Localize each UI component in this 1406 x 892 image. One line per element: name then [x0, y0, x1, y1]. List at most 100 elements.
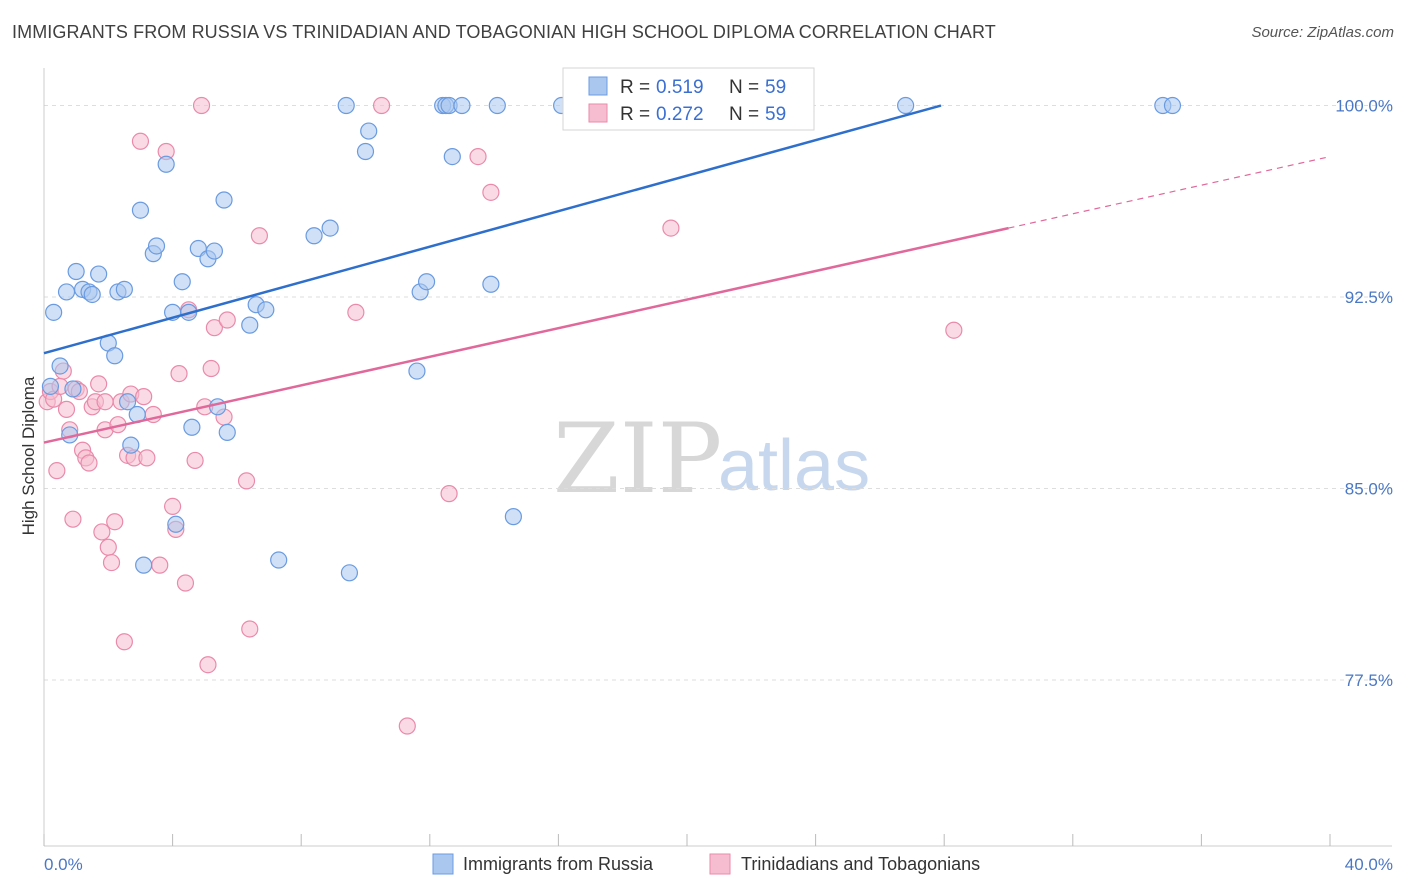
data-point-trinidadians — [170, 365, 188, 383]
data-point-trinidadians — [469, 148, 487, 166]
y-tick-label: 85.0% — [1345, 480, 1393, 499]
x-tick-label-max: 40.0% — [1345, 855, 1393, 874]
y-tick-labels: 77.5% 85.0% 92.5% 100.0% — [1335, 97, 1393, 690]
data-point-russia — [106, 347, 124, 365]
data-point-russia — [356, 142, 375, 161]
data-point-russia — [215, 191, 233, 209]
data-point-russia — [1163, 96, 1182, 115]
legend-n-label-2: N = — [729, 104, 759, 125]
bottom-legend-swatch-trinidadians — [709, 853, 731, 875]
data-point-trinidadians — [57, 400, 76, 418]
trend-line-russia — [43, 104, 942, 355]
data-point-trinidadians — [440, 485, 458, 503]
data-point-russia — [443, 148, 461, 166]
x-tick-label-min: 0.0% — [44, 855, 83, 874]
data-point-trinidadians — [398, 717, 416, 735]
data-point-russia — [205, 242, 223, 260]
data-point-trinidadians — [205, 319, 223, 337]
legend-n-value-2: 59 — [765, 104, 786, 125]
data-point-russia — [135, 556, 153, 574]
y-tick-label: 100.0% — [1335, 97, 1393, 116]
data-point-russia — [340, 564, 359, 582]
data-point-russia — [147, 237, 166, 255]
data-point-trinidadians — [199, 656, 217, 674]
data-point-russia — [482, 275, 500, 293]
legend-swatch-russia — [588, 76, 608, 96]
data-point-trinidadians — [93, 523, 111, 541]
data-point-trinidadians — [106, 513, 124, 531]
data-point-russia — [209, 398, 227, 416]
data-point-russia — [408, 362, 426, 380]
data-point-russia — [173, 273, 191, 291]
trend-lines — [43, 104, 1331, 444]
data-point-russia — [51, 357, 69, 375]
data-point-russia — [270, 551, 288, 569]
legend-swatch-trinidadians — [588, 103, 608, 123]
data-point-russia — [122, 436, 140, 454]
data-point-trinidadians — [164, 497, 182, 516]
series-legend: Immigrants from Russia Trinidadians and … — [432, 853, 980, 875]
data-point-trinidadians — [192, 96, 211, 115]
data-point-trinidadians — [241, 620, 259, 638]
data-point-trinidadians — [90, 375, 108, 393]
data-point-russia — [67, 262, 85, 281]
legend-r-label-2: R = — [620, 104, 650, 125]
data-point-russia — [157, 155, 175, 173]
legend-r-label-1: R = — [620, 77, 650, 98]
data-point-russia — [183, 418, 201, 436]
chart-title: IMMIGRANTS FROM RUSSIA VS TRINIDADIAN AN… — [12, 22, 996, 42]
data-point-trinidadians — [138, 449, 156, 467]
trend-line-trinidadians-extrapolated — [1008, 156, 1331, 229]
x-ticks — [43, 834, 1331, 846]
data-point-trinidadians — [186, 451, 204, 470]
data-point-trinidadians — [218, 311, 236, 329]
watermark-atlas: atlas — [718, 426, 870, 506]
data-point-russia — [90, 265, 108, 283]
data-point-russia — [115, 280, 133, 298]
series-trinidadians-points — [38, 96, 963, 735]
data-point-russia — [167, 515, 185, 533]
data-point-russia — [488, 96, 506, 115]
series-russia-points — [41, 96, 1182, 582]
y-tick-label: 77.5% — [1345, 671, 1393, 690]
data-point-trinidadians — [347, 303, 365, 321]
stats-legend: R = 0.519 N = 59 R = 0.272 N = 59 — [562, 67, 815, 131]
y-tick-label: 92.5% — [1345, 288, 1393, 307]
bottom-legend-label-trinidadians: Trinidadians and Tobagonians — [741, 854, 980, 874]
data-point-russia — [118, 393, 137, 411]
data-point-russia — [45, 303, 63, 321]
data-point-trinidadians — [237, 472, 256, 490]
data-point-trinidadians — [250, 227, 269, 245]
data-point-russia — [360, 122, 378, 140]
data-point-russia — [305, 227, 323, 245]
legend-r-value-2: 0.272 — [656, 104, 704, 125]
data-point-trinidadians — [372, 96, 391, 115]
watermark-zip: ZIP — [553, 403, 722, 515]
data-point-russia — [321, 219, 339, 237]
data-point-russia — [131, 201, 150, 219]
legend-r-value-1: 0.519 — [656, 77, 704, 98]
trend-line-trinidadians — [43, 226, 1009, 444]
data-point-trinidadians — [80, 454, 98, 472]
data-point-trinidadians — [48, 462, 66, 480]
gridlines — [44, 105, 1392, 681]
data-point-trinidadians — [96, 393, 114, 411]
y-axis-label: High School Diploma — [19, 376, 38, 535]
data-point-trinidadians — [662, 219, 680, 237]
data-point-russia — [218, 423, 236, 441]
data-point-trinidadians — [482, 183, 500, 201]
data-point-russia — [57, 283, 76, 301]
data-point-russia — [41, 377, 60, 395]
data-point-trinidadians — [115, 633, 133, 651]
data-point-russia — [453, 96, 471, 115]
data-point-russia — [897, 96, 915, 115]
data-point-trinidadians — [102, 553, 121, 572]
data-point-russia — [504, 508, 522, 526]
data-point-trinidadians — [135, 388, 153, 406]
data-point-russia — [257, 301, 275, 319]
data-point-russia — [337, 96, 355, 115]
legend-n-label-1: N = — [729, 77, 759, 98]
source-credit: Source: ZipAtlas.com — [1251, 24, 1394, 41]
bottom-legend-label-russia: Immigrants from Russia — [463, 854, 654, 874]
